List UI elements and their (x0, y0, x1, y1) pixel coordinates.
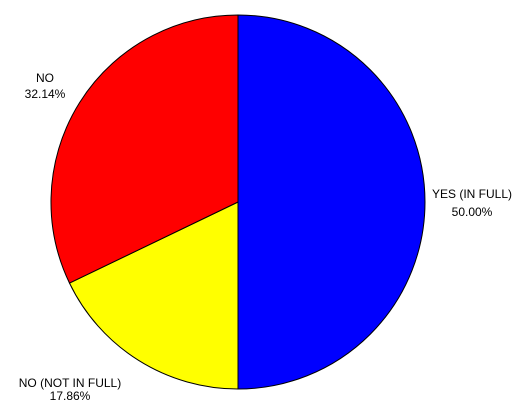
slice-pct-no-not-in-full: 17.86% (50, 389, 91, 403)
pie-slices (50, 14, 426, 390)
slice-yes-in-full (237, 14, 426, 390)
slice-no (50, 14, 239, 284)
slice-label-no: NO (36, 71, 54, 85)
slice-no-not-in-full (68, 201, 239, 390)
slice-pct-no: 32.14% (25, 87, 66, 101)
slice-label-no-not-in-full: NO (NOT IN FULL) (19, 376, 121, 390)
slice-label-yes-in-full: YES (IN FULL) (432, 187, 512, 201)
slice-labels: YES (IN FULL) 50.00% NO (NOT IN FULL) 17… (19, 71, 512, 403)
slice-pct-yes-in-full: 50.00% (452, 205, 493, 219)
